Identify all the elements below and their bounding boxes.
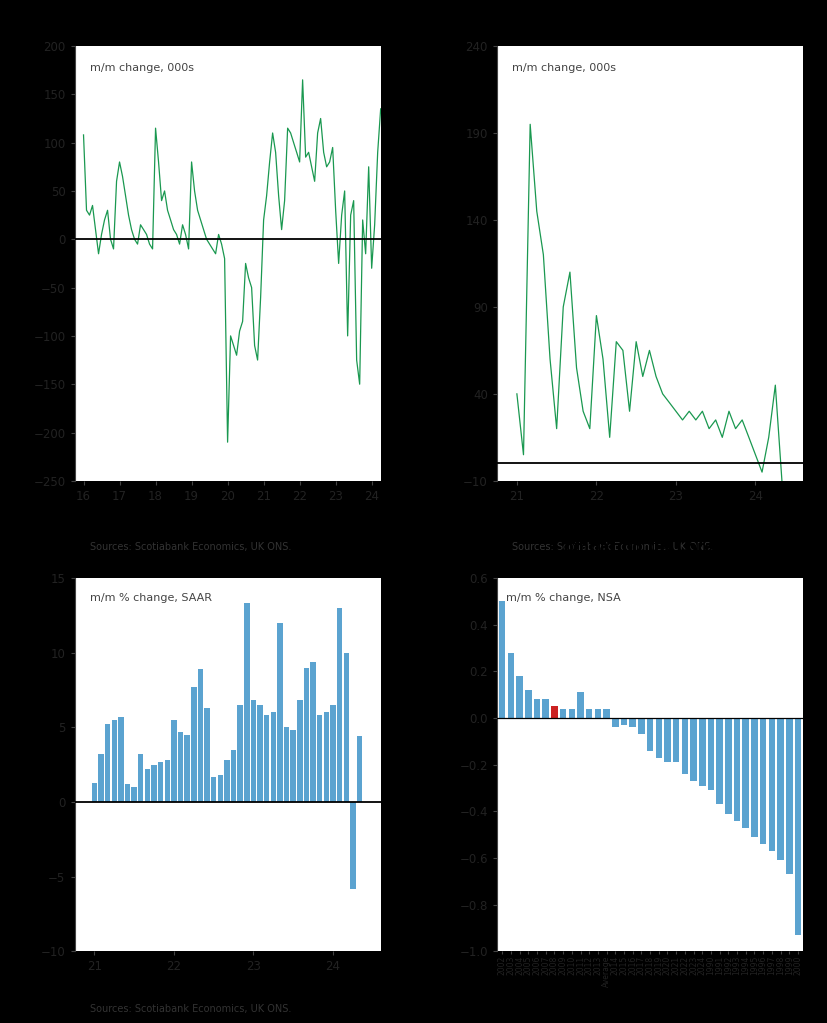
Bar <box>158 762 163 802</box>
Title: UK Wage Growth: UK Wage Growth <box>157 558 297 573</box>
Bar <box>568 709 575 718</box>
Bar <box>297 701 302 802</box>
Bar <box>350 802 355 889</box>
Title: Comparing UK Core CPI
for All Months of July: Comparing UK Core CPI for All Months of … <box>552 540 746 573</box>
Bar <box>542 700 548 718</box>
Bar <box>655 718 662 758</box>
Bar <box>594 709 600 718</box>
Bar <box>251 701 256 802</box>
Bar <box>690 718 696 781</box>
Bar <box>767 718 774 851</box>
Bar <box>131 787 136 802</box>
Bar <box>198 669 203 802</box>
Bar <box>629 718 635 727</box>
Bar <box>304 668 308 802</box>
Bar <box>516 676 523 718</box>
Bar <box>681 718 687 774</box>
Bar <box>672 718 679 762</box>
Text: Sources: Scotiabank Economics, UK ONS.: Sources: Scotiabank Economics, UK ONS. <box>512 541 713 551</box>
Bar <box>218 775 222 802</box>
Bar <box>310 662 315 802</box>
Bar <box>224 760 229 802</box>
Bar <box>323 712 328 802</box>
Bar <box>777 718 783 860</box>
Bar <box>92 783 97 802</box>
Bar <box>638 718 644 735</box>
Bar <box>105 724 110 802</box>
Bar <box>98 754 103 802</box>
Bar <box>244 604 249 802</box>
Text: m/m % change, SAAR: m/m % change, SAAR <box>89 593 212 603</box>
Bar <box>284 727 289 802</box>
Bar <box>715 718 722 804</box>
Bar <box>603 709 609 718</box>
Bar <box>337 608 342 802</box>
Bar <box>620 718 627 725</box>
Bar <box>524 691 531 718</box>
Bar <box>184 735 189 802</box>
Text: Sources: Scotiabank Economics, UK ONS.: Sources: Scotiabank Economics, UK ONS. <box>89 541 291 551</box>
Bar <box>145 769 150 802</box>
Bar <box>165 760 170 802</box>
Bar <box>290 730 295 802</box>
Bar <box>576 693 583 718</box>
Bar <box>586 709 592 718</box>
Bar <box>551 706 557 718</box>
Bar <box>191 687 196 802</box>
Bar <box>759 718 766 844</box>
Bar <box>724 718 731 813</box>
Bar <box>663 718 670 762</box>
Bar <box>707 718 714 791</box>
Text: m/m change, 000s: m/m change, 000s <box>89 63 194 74</box>
Bar <box>733 718 739 820</box>
Bar <box>204 708 209 802</box>
Bar <box>785 718 791 875</box>
Bar <box>794 718 801 935</box>
Bar <box>646 718 653 751</box>
Bar <box>270 712 275 802</box>
Bar <box>231 750 236 802</box>
Bar <box>330 705 335 802</box>
Bar <box>507 653 514 718</box>
Bar <box>138 754 143 802</box>
Bar <box>112 720 117 802</box>
Bar <box>742 718 748 828</box>
Bar <box>499 602 504 718</box>
Bar <box>317 715 322 802</box>
Bar <box>356 737 361 802</box>
Bar <box>151 765 156 802</box>
Title: UK Total Employment: UK Total Employment <box>139 26 316 41</box>
Bar <box>559 709 566 718</box>
Bar <box>533 700 540 718</box>
Bar <box>698 718 705 786</box>
Bar <box>118 717 123 802</box>
Bar <box>178 731 183 802</box>
Bar <box>211 776 216 802</box>
Bar <box>171 720 176 802</box>
Bar <box>125 784 130 802</box>
Title: UK Payroll Employment: UK Payroll Employment <box>552 26 746 41</box>
Bar <box>611 718 618 727</box>
Text: m/m % change, NSA: m/m % change, NSA <box>505 593 620 603</box>
Bar <box>750 718 757 837</box>
Bar <box>343 653 348 802</box>
Bar <box>277 623 282 802</box>
Text: Sources: Scotiabank Economics, UK ONS.: Sources: Scotiabank Economics, UK ONS. <box>89 1004 291 1014</box>
Text: m/m change, 000s: m/m change, 000s <box>512 63 615 74</box>
Bar <box>237 705 242 802</box>
Bar <box>264 715 269 802</box>
Bar <box>257 705 262 802</box>
